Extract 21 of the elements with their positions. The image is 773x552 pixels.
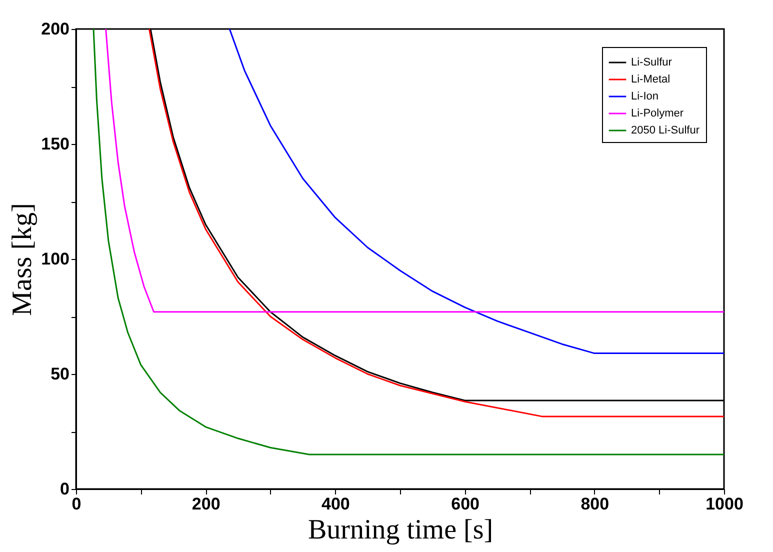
x-tick-label: 200 (192, 494, 220, 514)
y-axis-title: Mass [kg] (7, 203, 38, 316)
x-tick-label: 600 (451, 494, 480, 514)
line-series (92, 29, 724, 456)
y-tick-label: 150 (41, 134, 70, 154)
legend-label: Li-Ion (631, 90, 659, 102)
legend-label: Li-Polymer (631, 108, 684, 120)
legend-label: 2050 Li-Sulfur (631, 124, 700, 136)
x-axis-title: Burning time [s] (308, 514, 494, 546)
y-tick-label: 200 (41, 20, 70, 38)
y-tick-label: 100 (41, 250, 70, 268)
x-tick-label: 0 (72, 494, 82, 514)
line-series (228, 29, 724, 354)
legend-label: Li-Sulfur (631, 56, 672, 68)
x-tick-label: 400 (322, 494, 350, 514)
y-tick-label: 50 (50, 364, 70, 384)
legend-label: Li-Metal (631, 74, 670, 86)
x-tick-label: 1000 (706, 494, 744, 514)
y-tick-label: 0 (60, 480, 70, 498)
x-tick-label: 800 (580, 494, 610, 514)
line-series (105, 29, 724, 313)
